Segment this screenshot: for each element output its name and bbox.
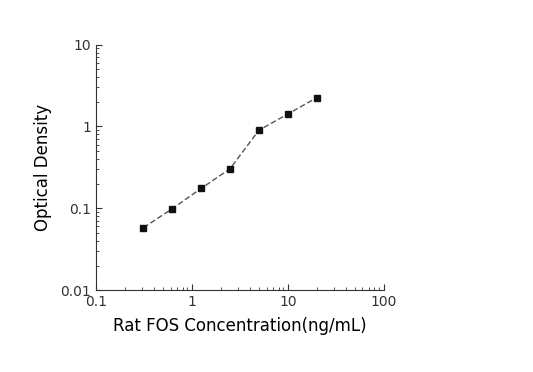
X-axis label: Rat FOS Concentration(ng/mL): Rat FOS Concentration(ng/mL) <box>113 317 367 335</box>
Y-axis label: Optical Density: Optical Density <box>34 104 52 231</box>
